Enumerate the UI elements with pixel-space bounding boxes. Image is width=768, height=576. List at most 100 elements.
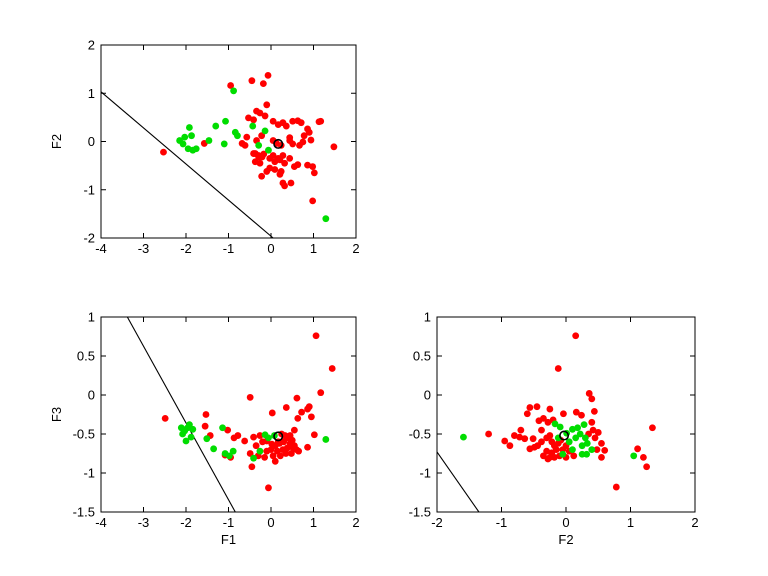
class-red-point bbox=[538, 426, 545, 434]
class-green-point bbox=[212, 122, 220, 130]
x-tick-label: -2 bbox=[180, 241, 192, 256]
class-green-point bbox=[578, 442, 586, 450]
y-tick-label: -2 bbox=[83, 231, 95, 246]
class-green-point bbox=[322, 436, 330, 443]
class-red-point bbox=[276, 170, 284, 178]
class-red-point bbox=[224, 426, 232, 434]
class-red-point bbox=[201, 422, 209, 430]
y-tick-label: -0.5 bbox=[409, 427, 431, 442]
class-green-point bbox=[630, 452, 638, 460]
class-red-point bbox=[248, 77, 256, 85]
class-red-point bbox=[263, 447, 271, 455]
class-green-point bbox=[188, 132, 195, 140]
class-red-point bbox=[289, 140, 297, 148]
class-red-point bbox=[263, 101, 271, 109]
class-red-point bbox=[533, 403, 541, 411]
class-red-point bbox=[288, 450, 295, 457]
class-red-point bbox=[276, 452, 284, 460]
class-red-point bbox=[202, 411, 210, 418]
class-red-point bbox=[271, 158, 279, 166]
class-red-point bbox=[293, 394, 301, 402]
x-tick-label: 2 bbox=[352, 241, 359, 256]
x-tick-label: -2 bbox=[431, 515, 443, 530]
class-green-point bbox=[588, 446, 596, 453]
subplot-f1-f3: -4 -3 -2 -1 0 1 2 1 0.5 0 -0.5 -1 -1.5 F1 F3 bbox=[49, 310, 360, 548]
y-tick-label: -1 bbox=[83, 466, 95, 481]
class-red-point bbox=[252, 442, 260, 450]
class-green-point bbox=[222, 117, 229, 125]
class-green-point bbox=[460, 433, 467, 441]
class-red-point bbox=[634, 445, 641, 453]
axes-box bbox=[100, 316, 357, 513]
class-red-point bbox=[282, 450, 290, 457]
class-red-point bbox=[570, 452, 578, 460]
x-tick-label: 1 bbox=[627, 515, 634, 530]
y-tick-label: 1 bbox=[88, 310, 95, 325]
axes-box bbox=[100, 44, 357, 239]
class-red-point bbox=[307, 413, 315, 421]
class-red-point bbox=[256, 109, 264, 117]
class-red-point bbox=[271, 166, 279, 173]
class-red-point bbox=[643, 463, 651, 471]
x-tick-label: -2 bbox=[180, 515, 192, 530]
x-tick-label: -3 bbox=[138, 241, 150, 256]
x-tick-label: 0 bbox=[562, 515, 569, 530]
class-red-point bbox=[250, 433, 257, 441]
class-red-point bbox=[517, 426, 525, 434]
class-green-point bbox=[580, 421, 588, 429]
class-green-point bbox=[179, 430, 187, 438]
class-red-point bbox=[598, 439, 605, 447]
class-red-point bbox=[544, 418, 552, 426]
class-green-point bbox=[205, 137, 213, 144]
class-red-point bbox=[256, 159, 264, 167]
class-red-point bbox=[300, 132, 308, 140]
class-green-point bbox=[569, 446, 576, 453]
x-tick-label: 0 bbox=[267, 515, 274, 530]
y-tick-label: -0.5 bbox=[73, 427, 95, 442]
class-red-point bbox=[560, 410, 567, 418]
class-red-point bbox=[295, 447, 303, 455]
class-green-point bbox=[186, 124, 193, 131]
y-axis-label: F3 bbox=[49, 407, 64, 422]
class-red-point bbox=[269, 452, 277, 460]
class-red-point bbox=[256, 432, 264, 439]
class-green-point bbox=[556, 423, 564, 431]
class-green-point bbox=[583, 439, 591, 447]
class-red-point bbox=[310, 169, 318, 177]
y-tick-label: 0.5 bbox=[413, 349, 431, 364]
class-green-point bbox=[189, 425, 197, 433]
class-red-point bbox=[585, 390, 593, 397]
class-green-point bbox=[322, 215, 330, 223]
class-red-point bbox=[309, 197, 317, 205]
class-red-point bbox=[523, 410, 531, 418]
class-red-point bbox=[234, 432, 242, 439]
class-red-point bbox=[535, 417, 543, 425]
class-red-point bbox=[572, 408, 580, 416]
class-red-point bbox=[290, 426, 298, 434]
class-red-point bbox=[554, 365, 562, 372]
class-red-point bbox=[330, 143, 338, 151]
class-red-point bbox=[250, 116, 257, 124]
class-red-point bbox=[248, 463, 256, 471]
class-red-point bbox=[598, 454, 605, 461]
class-green-point bbox=[234, 132, 241, 140]
class-red-point bbox=[286, 154, 294, 162]
class-green-point bbox=[250, 454, 257, 462]
class-green-point bbox=[255, 141, 263, 149]
y-tick-label: 0.5 bbox=[77, 349, 95, 364]
subplot-f2-f3: -2 -1 0 1 2 1 0.5 0 -0.5 -1 -1.5 F2 bbox=[409, 310, 699, 548]
x-tick-label: 1 bbox=[310, 515, 317, 530]
class-red-point bbox=[276, 156, 284, 164]
class-green-point bbox=[249, 122, 257, 130]
class-green-point bbox=[565, 438, 573, 446]
class-red-point bbox=[304, 443, 311, 451]
class-red-point bbox=[538, 438, 545, 446]
class-red-point bbox=[287, 179, 295, 187]
class-red-point bbox=[269, 117, 277, 125]
class-red-point bbox=[241, 437, 249, 445]
class-red-point bbox=[289, 444, 297, 452]
class-red-point bbox=[591, 434, 599, 442]
class-red-point bbox=[250, 150, 257, 157]
decision-boundary-line bbox=[126, 316, 236, 513]
